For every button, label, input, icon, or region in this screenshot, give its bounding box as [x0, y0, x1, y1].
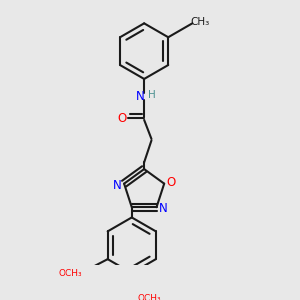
Text: CH₃: CH₃	[190, 17, 209, 27]
Text: O: O	[166, 176, 175, 189]
Text: H: H	[148, 90, 155, 100]
Text: OCH₃: OCH₃	[138, 294, 161, 300]
Text: N: N	[159, 202, 167, 215]
Text: OCH₃: OCH₃	[58, 268, 82, 278]
Text: N: N	[136, 90, 145, 103]
Text: O: O	[118, 112, 127, 125]
Text: N: N	[113, 178, 122, 192]
